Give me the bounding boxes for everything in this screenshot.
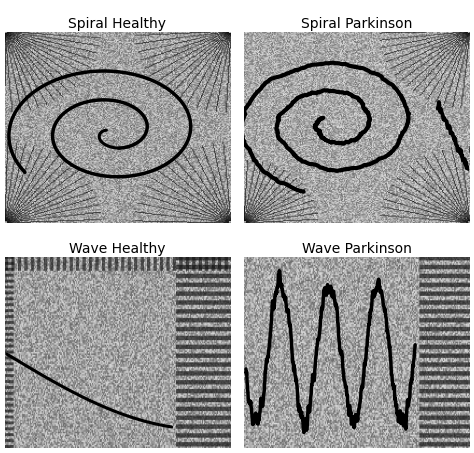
Title: Wave Healthy: Wave Healthy: [69, 242, 166, 256]
Title: Spiral Healthy: Spiral Healthy: [68, 17, 166, 30]
Title: Spiral Parkinson: Spiral Parkinson: [301, 17, 412, 30]
Title: Wave Parkinson: Wave Parkinson: [301, 242, 411, 256]
